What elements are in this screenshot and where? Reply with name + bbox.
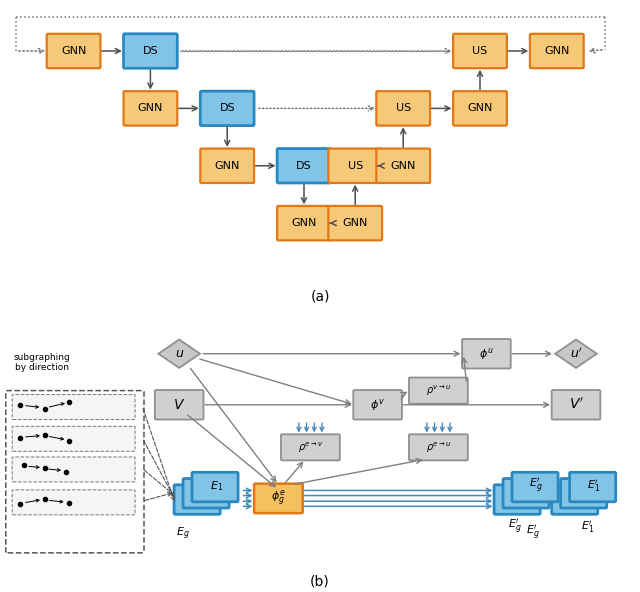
- FancyBboxPatch shape: [155, 390, 204, 420]
- Text: $E_g'$: $E_g'$: [529, 477, 543, 496]
- FancyBboxPatch shape: [376, 91, 430, 126]
- FancyBboxPatch shape: [12, 457, 135, 482]
- Text: GNN: GNN: [342, 218, 368, 228]
- FancyBboxPatch shape: [530, 34, 584, 68]
- FancyBboxPatch shape: [376, 149, 430, 183]
- Text: $E_1$: $E_1$: [210, 479, 223, 493]
- FancyBboxPatch shape: [183, 478, 229, 508]
- Text: $\phi^v$: $\phi^v$: [370, 397, 385, 413]
- FancyBboxPatch shape: [328, 206, 382, 240]
- FancyBboxPatch shape: [453, 91, 507, 126]
- Text: $\phi^u$: $\phi^u$: [479, 346, 493, 362]
- FancyBboxPatch shape: [277, 149, 331, 183]
- FancyBboxPatch shape: [462, 339, 511, 368]
- FancyBboxPatch shape: [277, 206, 331, 240]
- FancyBboxPatch shape: [6, 391, 144, 553]
- FancyBboxPatch shape: [12, 394, 135, 420]
- FancyBboxPatch shape: [552, 485, 598, 514]
- Text: $\rho^{v \to u}$: $\rho^{v \to u}$: [426, 384, 451, 398]
- Text: US: US: [348, 161, 363, 170]
- Text: $\rho^{e \to v}$: $\rho^{e \to v}$: [298, 440, 323, 455]
- Text: US: US: [472, 46, 488, 56]
- FancyBboxPatch shape: [124, 34, 177, 68]
- Text: $E_g'$: $E_g'$: [508, 517, 522, 536]
- Text: GNN: GNN: [544, 46, 570, 56]
- FancyBboxPatch shape: [512, 472, 558, 502]
- Text: $\phi_g^e$: $\phi_g^e$: [271, 488, 285, 508]
- Text: $V$: $V$: [173, 398, 186, 412]
- Polygon shape: [158, 340, 200, 368]
- Text: $u$: $u$: [175, 348, 184, 360]
- FancyBboxPatch shape: [353, 390, 402, 420]
- FancyBboxPatch shape: [254, 484, 303, 513]
- FancyBboxPatch shape: [409, 435, 468, 461]
- Text: GNN: GNN: [467, 104, 493, 114]
- Text: GNN: GNN: [291, 218, 317, 228]
- Text: subgraphing
by direction: subgraphing by direction: [13, 352, 70, 372]
- Text: US: US: [396, 104, 411, 114]
- FancyBboxPatch shape: [200, 91, 254, 126]
- FancyBboxPatch shape: [453, 34, 507, 68]
- Text: $E_1'$: $E_1'$: [588, 478, 600, 494]
- Text: DS: DS: [220, 104, 235, 114]
- FancyBboxPatch shape: [570, 472, 616, 502]
- Text: (a): (a): [310, 289, 330, 304]
- FancyBboxPatch shape: [281, 435, 340, 461]
- FancyBboxPatch shape: [200, 149, 254, 183]
- Text: GNN: GNN: [390, 161, 416, 170]
- Text: DS: DS: [143, 46, 158, 56]
- FancyBboxPatch shape: [192, 472, 238, 502]
- FancyBboxPatch shape: [503, 478, 549, 508]
- FancyBboxPatch shape: [12, 426, 135, 451]
- Text: $E_g$: $E_g$: [175, 526, 189, 542]
- FancyBboxPatch shape: [47, 34, 100, 68]
- FancyBboxPatch shape: [328, 149, 382, 183]
- FancyBboxPatch shape: [561, 478, 607, 508]
- FancyBboxPatch shape: [124, 91, 177, 126]
- Text: GNN: GNN: [138, 104, 163, 114]
- FancyBboxPatch shape: [409, 378, 468, 404]
- Polygon shape: [556, 340, 596, 368]
- FancyBboxPatch shape: [494, 485, 540, 514]
- Text: GNN: GNN: [214, 161, 240, 170]
- Text: (b): (b): [310, 575, 330, 589]
- Text: $\rho^{e \to u}$: $\rho^{e \to u}$: [426, 440, 451, 455]
- Text: DS: DS: [296, 161, 312, 170]
- Text: $u'$: $u'$: [570, 346, 582, 361]
- Text: $E_g'$: $E_g'$: [526, 523, 540, 542]
- FancyBboxPatch shape: [12, 490, 135, 515]
- FancyBboxPatch shape: [174, 485, 220, 514]
- Text: $E_1'$: $E_1'$: [581, 519, 594, 535]
- Text: GNN: GNN: [61, 46, 86, 56]
- Text: $V'$: $V'$: [568, 397, 584, 413]
- FancyBboxPatch shape: [552, 390, 600, 420]
